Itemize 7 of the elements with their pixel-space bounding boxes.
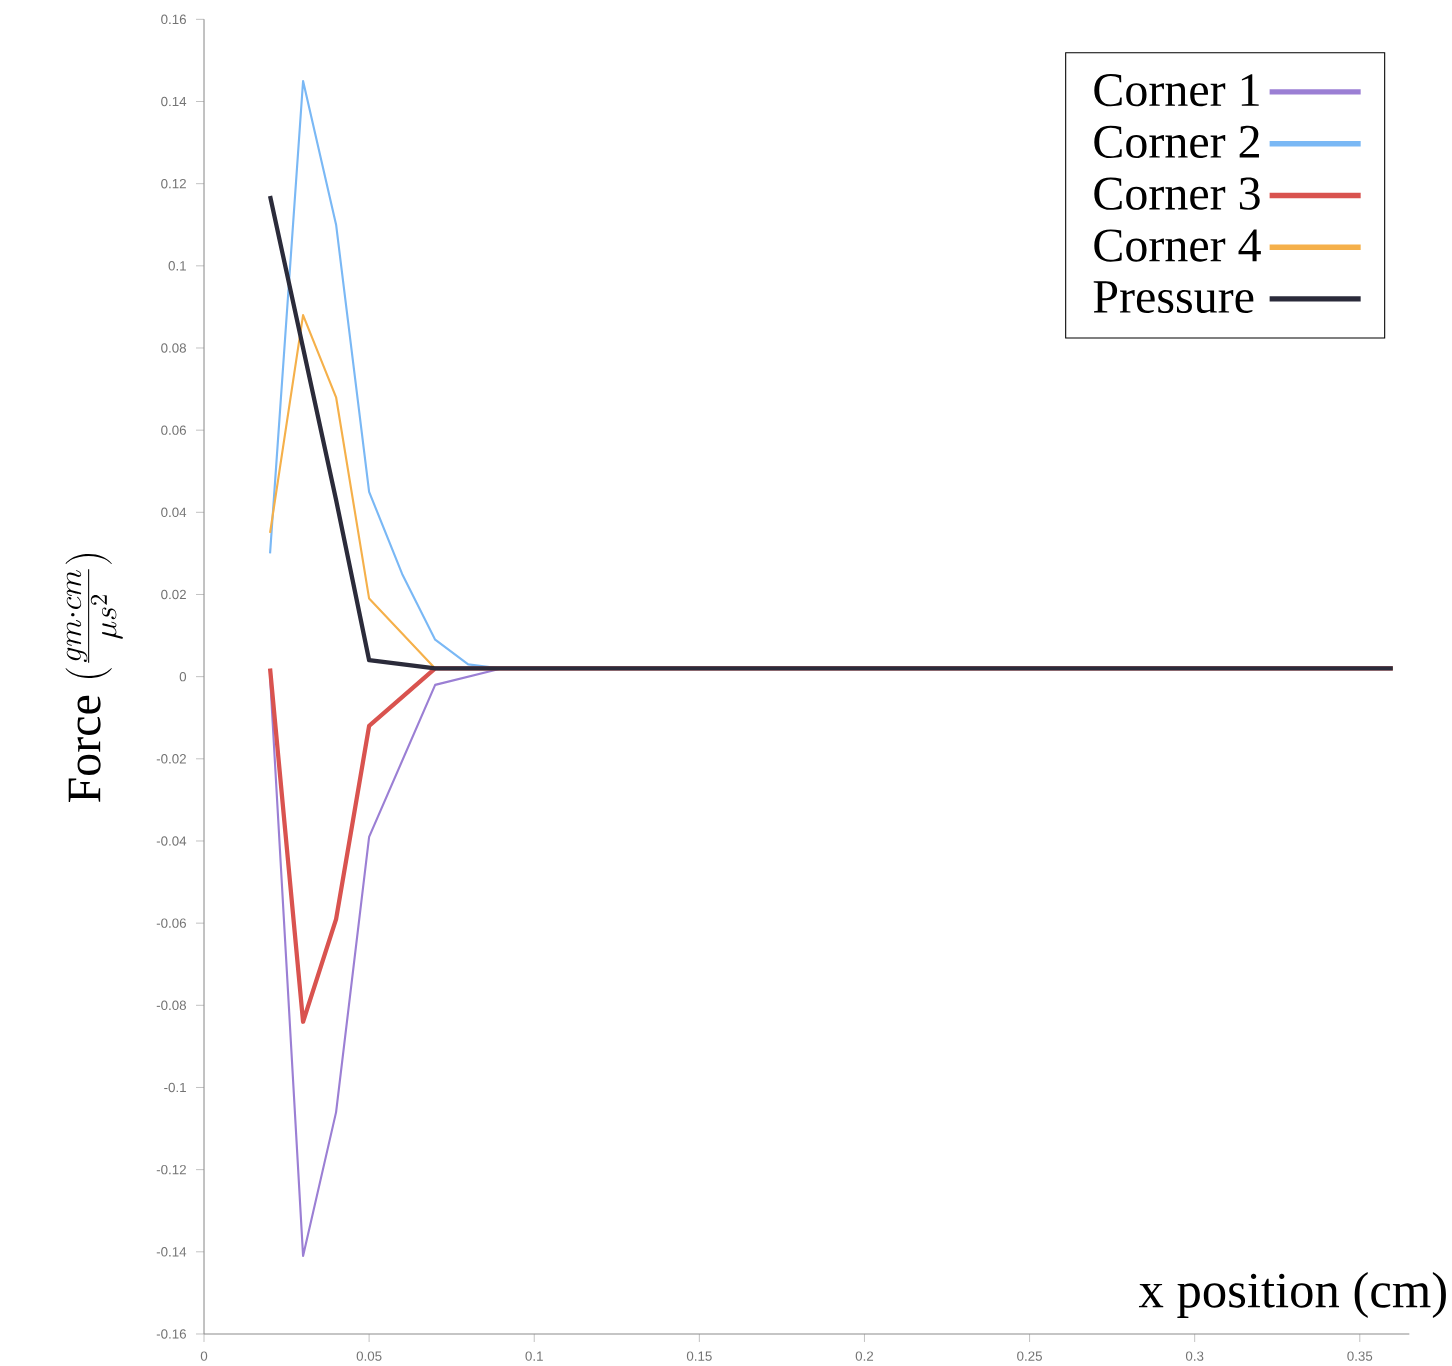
legend-label: Pressure [1093, 281, 1254, 314]
x-axis-title: x position (cm) [1138, 1272, 1446, 1318]
legend-label: Corner 1 [1094, 74, 1259, 107]
legend-label: Corner 3 [1094, 177, 1260, 210]
legend-label: Corner 4 [1094, 229, 1261, 262]
legend-label: Corner 2 [1094, 125, 1259, 159]
y-axis-title: $\mathrm{Force}\ (\frac{gm\cdot cm}{\mu s^2})$ [65, 554, 123, 803]
